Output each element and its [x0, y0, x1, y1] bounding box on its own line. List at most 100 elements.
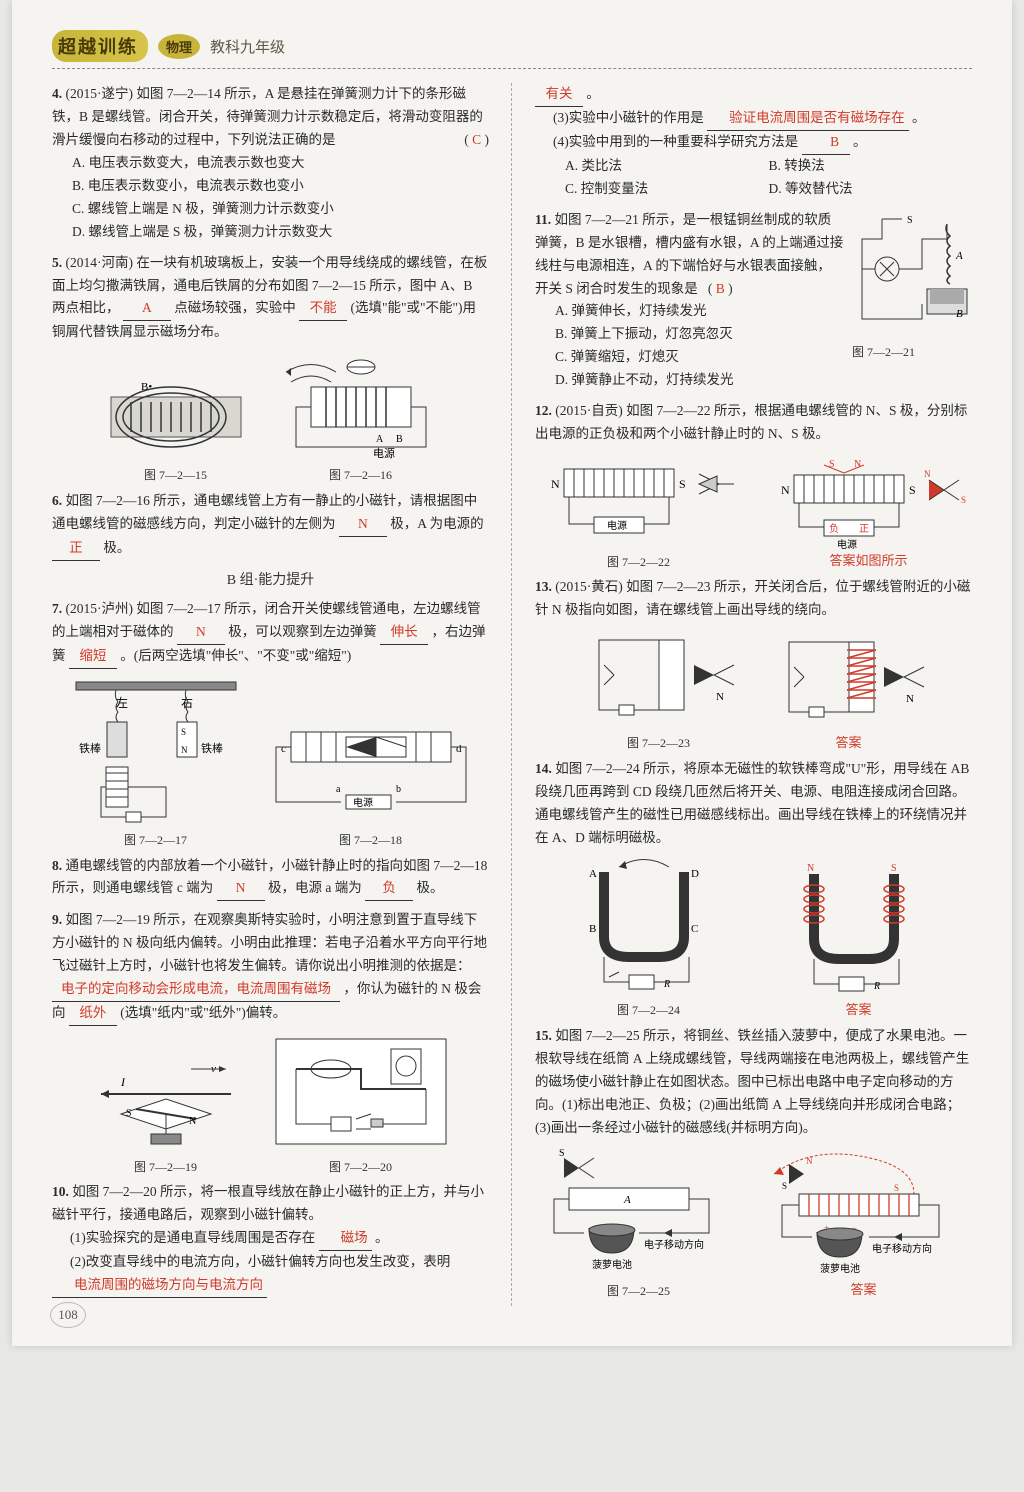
svg-text:N: N	[189, 1116, 196, 1127]
q4-opt-b: B. 电压表示数变小，电流表示数也变小	[52, 175, 489, 198]
fig21-svg: S A B	[852, 209, 972, 339]
fig25-ans-svg: N S S + − 电子移动方向 菠萝电池	[764, 1149, 964, 1279]
q10-tail1: 。	[375, 1230, 389, 1245]
q4-opt-c: C. 螺线管上端是 N 极，弹簧测力计示数变小	[52, 198, 489, 221]
svg-text:右: 右	[181, 695, 193, 710]
q4-num: 4.	[52, 86, 62, 101]
svg-text:+: +	[824, 1223, 829, 1233]
svg-text:C: C	[691, 923, 698, 935]
figure-7-2-17: 左 右 S N 铁棒 铁棒 图	[71, 677, 241, 850]
fig24-cap: 图 7—2—24	[559, 1000, 739, 1020]
fig25-svg: S A 电子移动方向 菠萝电池	[544, 1148, 734, 1278]
q12-num: 12.	[535, 403, 552, 418]
q8-blank1: N	[217, 877, 265, 901]
column-divider	[511, 83, 513, 1306]
figure-row-24: A D B C R 图 7—2—24	[535, 857, 972, 1020]
svg-text:铁棒: 铁棒	[79, 741, 101, 755]
figure-7-2-15: B• 图 7—2—15	[101, 362, 251, 485]
fig16-cap: 图 7—2—16	[281, 465, 441, 485]
q10-text-a: 如图 7—2—20 所示，将一根直导线放在静止小磁针的正上方，并与小磁针平行，接…	[52, 1184, 484, 1222]
q5-blank1: A	[123, 297, 171, 321]
fig23-svg: N	[579, 630, 739, 730]
figure-7-2-24-q: A D B C R 图 7—2—24	[559, 857, 739, 1020]
q8-text-c: 极。	[417, 880, 444, 895]
q10-blank3: 验证电流周围是否有磁场存在	[707, 107, 909, 131]
q6-blank1: N	[339, 513, 387, 537]
q10-sub4: (4)实验中用到的一种重要科学研究方法是	[553, 134, 798, 149]
figure-7-2-18: c d N 电源 a b 图 7—2—18	[271, 717, 471, 850]
fig22-svg: N S 电源	[539, 454, 739, 549]
q12-source: (2015·自贡)	[555, 403, 623, 418]
svg-text:A: A	[376, 434, 384, 445]
q9-blank2: 纸外	[69, 1002, 117, 1026]
question-6: 6. 如图 7—2—16 所示，通电螺线管上方有一静止的小磁针，请根据图中通电螺…	[52, 490, 489, 561]
q10-num: 10.	[52, 1184, 69, 1199]
svg-text:B: B	[589, 923, 596, 935]
q9-blank1: 电子的定向移动会形成电流，电流周围有磁场	[52, 978, 340, 1002]
figure-row-23: N 图 7—2—23	[535, 630, 972, 753]
svg-text:S: S	[559, 1148, 565, 1159]
svg-text:B•: B•	[141, 381, 152, 393]
fig25-cap: 图 7—2—25	[544, 1281, 734, 1301]
q11-num: 11.	[535, 212, 551, 227]
figure-row-22: N S 电源 图 7—2—22 S	[535, 454, 972, 572]
svg-text:S: S	[126, 1108, 132, 1119]
svg-text:N: N	[181, 745, 188, 755]
fig17-cap: 图 7—2—17	[71, 830, 241, 850]
fig18-svg: c d N 电源 a b	[271, 717, 471, 827]
svg-text:铁棒: 铁棒	[201, 741, 223, 755]
figure-row-15-16: B• 图 7—2—15	[52, 352, 489, 485]
svg-text:电子移动方向: 电子移动方向	[644, 1238, 704, 1251]
question-10-cont: 有关 。 (3)实验中小磁针的作用是 验证电流周围是否有磁场存在 。 (4)实验…	[535, 83, 972, 201]
svg-text:S: S	[907, 215, 913, 226]
q7-text-b: 极，可以观察到左边弹簧	[228, 624, 377, 639]
svg-text:S: S	[782, 1181, 787, 1191]
q4-paren-close: )	[485, 132, 490, 147]
grade-label: 教科九年级	[210, 36, 285, 57]
fig23-ans-svg: N	[769, 632, 929, 732]
q4-opt-d: D. 螺线管上端是 S 极，弹簧测力计示数变大	[52, 221, 489, 244]
question-9: 9. 如图 7—2—19 所示，在观察奥斯特实验时，小明注意到置于直导线下方小磁…	[52, 909, 489, 1026]
q7-blank3: 缩短	[69, 645, 117, 669]
figure-7-2-20: 图 7—2—20	[271, 1034, 451, 1177]
q9-text-a: 如图 7—2—19 所示，在观察奥斯特实验时，小明注意到置于直导线下方小磁针的 …	[52, 912, 487, 973]
q11-text: 如图 7—2—21 所示，是一根锰铜丝制成的软质弹簧，B 是水银槽，槽内盛有水银…	[535, 212, 843, 296]
page-number: 108	[50, 1302, 86, 1328]
svg-text:A: A	[955, 250, 963, 262]
page: 超越训练 物理 教科九年级 4. (2015·遂宁) 如图 7—2—14 所示，…	[12, 0, 1012, 1346]
svg-text:−: −	[852, 1223, 857, 1233]
q7-blank2: 伸长	[380, 621, 428, 645]
figure-row-25: S A 电子移动方向 菠萝电池 图 7—2—25	[535, 1148, 972, 1301]
svg-text:正: 正	[859, 524, 869, 535]
fig21-cap: 图 7—2—21	[852, 342, 972, 362]
q5-blank2: 不能	[299, 297, 347, 321]
question-10: 10. 如图 7—2—20 所示，将一根直导线放在静止小磁针的正上方，并与小磁针…	[52, 1181, 489, 1298]
svg-text:菠萝电池: 菠萝电池	[592, 1258, 632, 1271]
subject-badge: 物理	[158, 34, 200, 59]
svg-text:S: S	[909, 483, 916, 497]
q7-num: 7.	[52, 601, 62, 616]
q4-paren-open: (	[464, 132, 469, 147]
question-15: 15. 如图 7—2—25 所示，将铜丝、铁丝插入菠萝中，便成了水果电池。一根软…	[535, 1025, 972, 1140]
svg-text:c: c	[281, 743, 286, 755]
q6-text-c: 极。	[103, 540, 130, 555]
q10b-tail: 。	[586, 86, 600, 101]
figure-7-2-23-q: N 图 7—2—23	[579, 630, 739, 753]
q10-sub3: (3)实验中小磁针的作用是	[553, 110, 704, 125]
fig19-cap: 图 7—2—19	[91, 1157, 241, 1177]
svg-text:A: A	[623, 1194, 631, 1206]
section-b-title: B 组·能力提升	[52, 569, 489, 593]
svg-text:S: S	[894, 1183, 899, 1193]
q8-blank2: 负	[365, 877, 413, 901]
question-12: 12. (2015·自贡) 如图 7—2—22 所示，根据通电螺线管的 N、S …	[535, 400, 972, 446]
q6-text-b: 极，A 为电源的	[390, 516, 483, 531]
svg-text:负: 负	[829, 522, 839, 535]
figure-7-2-23-ans: N 答案	[769, 632, 929, 754]
q5-num: 5.	[52, 255, 62, 270]
q10-opt-a: A. 类比法	[565, 155, 769, 178]
q10-blank2: 电流周围的磁场方向与电流方向	[52, 1274, 267, 1298]
fig22-ans-label: 答案如图所示	[769, 550, 969, 572]
q10-opt-b: B. 转换法	[769, 155, 973, 178]
question-8: 8. 通电螺线管的内部放着一个小磁针，小磁针静止时的指向如图 7—2—18 所示…	[52, 855, 489, 902]
figure-7-2-25-ans: N S S + − 电子移动方向 菠萝电池	[764, 1149, 964, 1301]
